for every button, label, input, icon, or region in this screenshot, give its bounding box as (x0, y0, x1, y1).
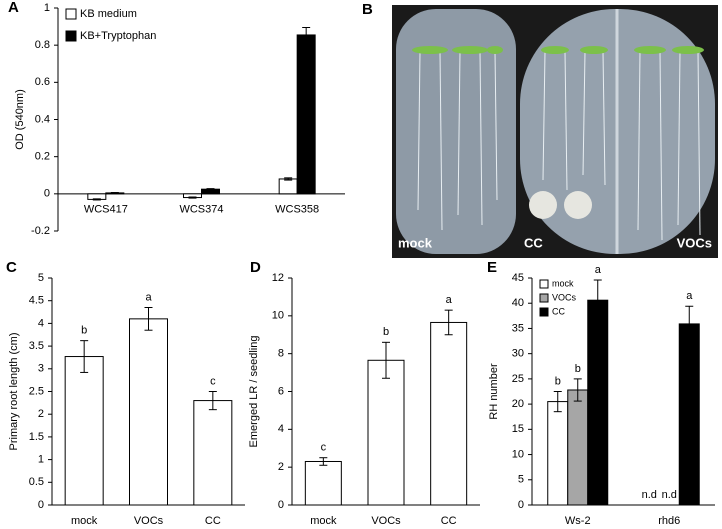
significance-letter: a (595, 264, 602, 276)
significance-letter: a (446, 294, 453, 306)
y-tick-label: 30 (512, 348, 524, 360)
y-tick-label: 1 (38, 454, 44, 466)
bar (367, 359, 405, 506)
bar (129, 318, 168, 506)
y-tick-label: 0 (278, 499, 284, 511)
y-tick-label: 0.2 (35, 151, 50, 163)
y-tick-label: 1.5 (29, 431, 44, 443)
significance-letter: c (321, 442, 327, 454)
legend-swatch (539, 307, 549, 317)
photo-label: CC (524, 235, 543, 250)
y-tick-label: -0.2 (31, 225, 50, 237)
panel-letter: C (6, 259, 17, 276)
significance-letter: a (145, 291, 152, 303)
legend-label: CC (552, 306, 565, 316)
significance-letter: c (210, 375, 216, 387)
y-tick-label: 0 (518, 499, 524, 511)
y-tick-label: 5 (38, 272, 44, 284)
y-tick-label: 2.5 (29, 385, 44, 397)
x-tick-label: rhd6 (658, 515, 680, 524)
bar (678, 323, 700, 506)
legend-swatch (539, 279, 549, 289)
value-label: n.d (662, 489, 677, 501)
colony (564, 191, 592, 219)
x-tick-label: WCS417 (84, 204, 128, 216)
bar (430, 321, 468, 506)
y-tick-label: 0.6 (35, 76, 50, 88)
plate (396, 9, 516, 254)
y-tick-label: 25 (512, 373, 524, 385)
bar (296, 34, 316, 195)
legend-label: KB medium (80, 8, 137, 20)
legend-label: VOCs (552, 292, 577, 302)
y-tick-label: 35 (512, 322, 524, 334)
y-tick-label: 2 (278, 461, 284, 473)
significance-letter: b (575, 363, 581, 375)
significance-letter: b (81, 325, 87, 337)
bar (193, 400, 233, 506)
significance-letter: b (383, 326, 389, 338)
photo: mock CC VOCs B (362, 1, 718, 258)
legend-swatch (65, 8, 77, 20)
photo-label: mock (398, 235, 433, 250)
y-axis-label: Emerged LR / seedling (248, 336, 260, 448)
roots (417, 51, 701, 241)
leaves (412, 46, 704, 54)
x-tick-label: mock (71, 515, 98, 524)
significance-letter: a (686, 290, 693, 302)
x-tick-label: Ws-2 (565, 515, 591, 524)
legend-label: mock (552, 278, 574, 288)
panel-letter: E (487, 259, 497, 276)
x-tick-label: CC (441, 515, 457, 524)
y-tick-label: 0 (38, 499, 44, 511)
panel-letter: A (8, 0, 19, 16)
y-tick-label: 40 (512, 297, 524, 309)
x-tick-label: WCS358 (275, 204, 319, 216)
legend-swatch (539, 293, 549, 303)
bar (547, 401, 569, 506)
y-axis-label: RH number (488, 363, 500, 420)
x-tick-label: VOCs (134, 515, 164, 524)
y-tick-label: 15 (512, 423, 524, 435)
y-tick-label: 10 (272, 310, 284, 322)
y-tick-label: 12 (272, 272, 284, 284)
y-tick-label: 0.5 (29, 476, 44, 488)
bar (587, 299, 609, 506)
colony (529, 191, 557, 219)
panel-letter: B (362, 1, 373, 18)
legend-swatch (65, 30, 77, 42)
y-tick-label: 0.8 (35, 39, 50, 51)
photo-label: VOCs (677, 235, 712, 250)
y-tick-label: 4 (278, 423, 284, 435)
panel-letter: D (250, 259, 261, 276)
y-tick-label: 6 (278, 385, 284, 397)
x-tick-label: WCS374 (179, 204, 223, 216)
y-tick-label: 10 (512, 448, 524, 460)
y-tick-label: 0.4 (35, 113, 50, 125)
bar (567, 389, 589, 506)
value-label: n.d (642, 489, 657, 501)
y-axis-label: OD (540nm) (14, 89, 26, 150)
y-tick-label: 4 (38, 317, 44, 329)
legend-label: KB+Tryptophan (80, 30, 156, 42)
y-tick-label: 2 (38, 408, 44, 420)
y-tick-label: 4.5 (29, 295, 44, 307)
y-tick-label: 0 (44, 188, 50, 200)
y-tick-label: 1 (44, 2, 50, 14)
bar (278, 178, 298, 195)
y-tick-label: 5 (518, 474, 524, 486)
y-tick-label: 20 (512, 398, 524, 410)
y-tick-label: 8 (278, 348, 284, 360)
bar (304, 460, 342, 506)
y-tick-label: 3 (38, 363, 44, 375)
bar (64, 356, 104, 506)
x-tick-label: CC (205, 515, 221, 524)
y-tick-label: 45 (512, 272, 524, 284)
x-tick-label: VOCs (371, 515, 401, 524)
y-axis-label: Primary root length (cm) (8, 333, 20, 451)
x-tick-label: mock (310, 515, 337, 524)
significance-letter: b (555, 375, 561, 387)
y-tick-label: 3.5 (29, 340, 44, 352)
